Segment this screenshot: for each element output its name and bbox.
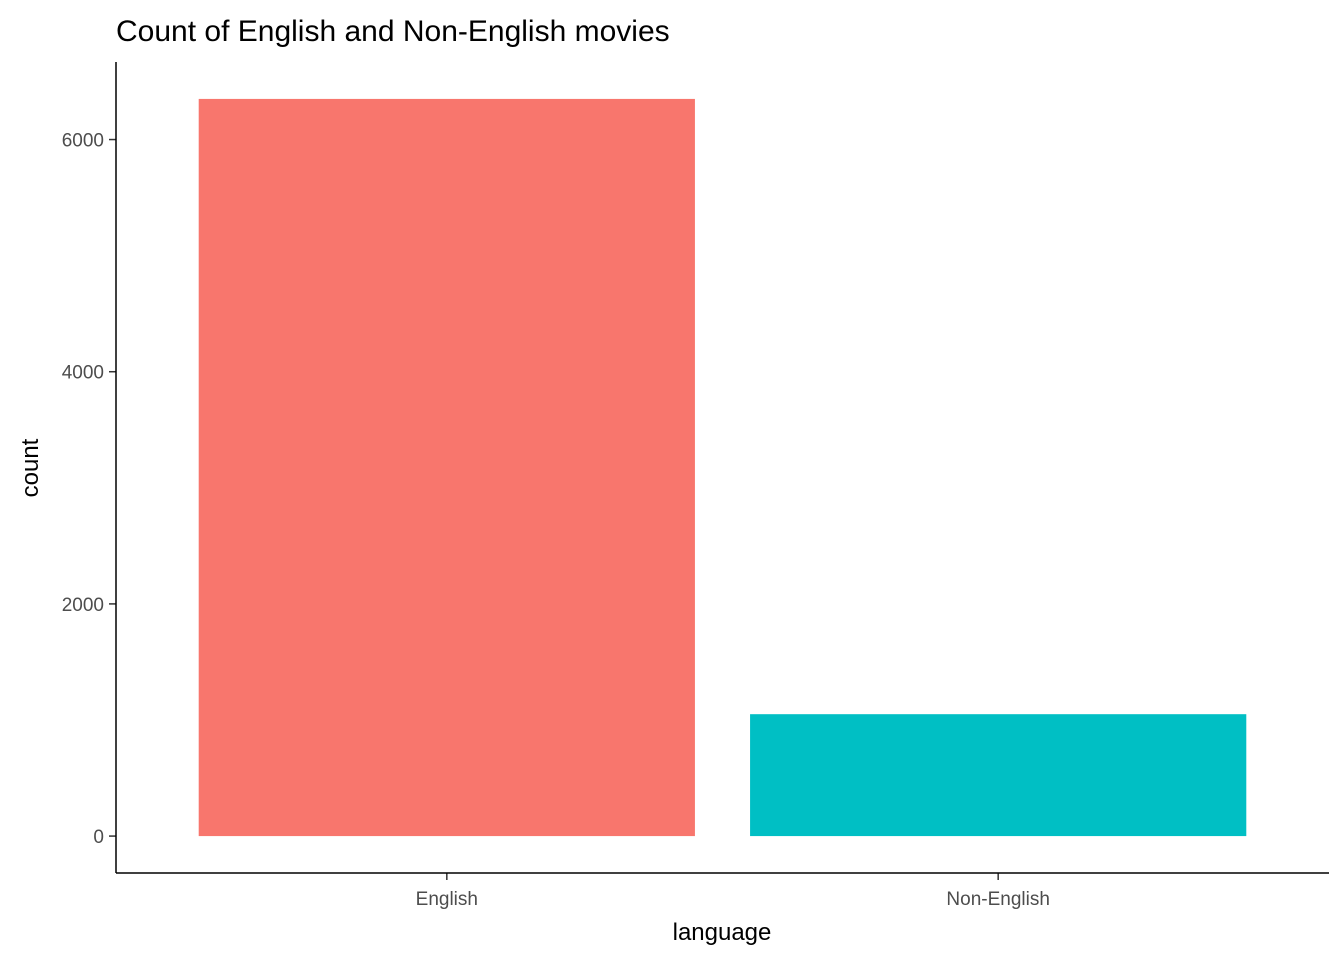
x-tick-label: English	[416, 889, 478, 910]
x-tick-label: Non-English	[946, 889, 1050, 910]
y-tick-label: 6000	[62, 131, 104, 152]
y-tick-label: 2000	[62, 595, 104, 616]
y-tick-label: 4000	[62, 363, 104, 384]
y-tick-label: 0	[93, 827, 104, 848]
x-axis-label: language	[673, 919, 772, 946]
x-axis-ticks: English Non-English	[416, 873, 1050, 910]
y-axis-ticks: 0 2000 4000 6000	[62, 131, 116, 848]
bars-group	[198, 98, 1247, 837]
chart-title: Count of English and Non-English movies	[116, 15, 670, 48]
bar-non-english	[750, 714, 1247, 837]
y-axis-label: count	[17, 438, 44, 497]
bar-english	[198, 98, 695, 837]
